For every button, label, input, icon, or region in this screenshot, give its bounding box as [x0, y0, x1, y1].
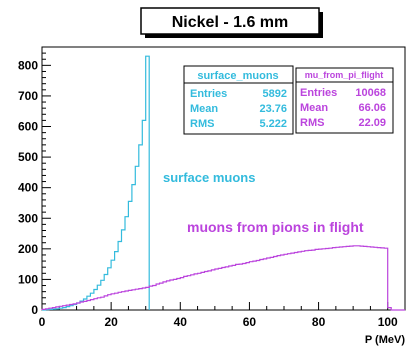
- stats-1-rms-value: 5.222: [259, 118, 287, 130]
- axes: 0 20 40 60 80 100 0 100 200 300 400 500 600 700 800: [18, 52, 406, 329]
- stats-box-2-title: mu_from_pi_flight: [305, 70, 384, 80]
- series-1-histogram: [41, 245, 405, 311]
- stats-box-mu-from-pi-flight: mu_from_pi_flight Entries 10068 Mean 66.…: [295, 67, 394, 134]
- stats-2-entries-label: Entries: [300, 87, 337, 99]
- y-tick-label: 700: [18, 89, 38, 103]
- y-tick-label: 0: [31, 303, 38, 317]
- y-tick-label: 400: [18, 181, 38, 195]
- title-box-frame: [140, 7, 320, 35]
- x-tick-label: 100: [378, 315, 398, 329]
- stats-2-rms-label: RMS: [300, 117, 324, 129]
- surface-muons-annotation: surface muons: [163, 170, 255, 185]
- x-axis-label: P (MeV): [365, 334, 405, 346]
- y-tick-label: 200: [18, 242, 38, 256]
- pions-in-flight-annotation: muons from pions in flight: [187, 219, 364, 235]
- x-tick-label: 0: [39, 315, 46, 329]
- chart-title: Nickel - 1.6 mm: [172, 14, 289, 31]
- stats-2-mean-label: Mean: [300, 102, 328, 114]
- stats-2-rms-value: 22.09: [358, 117, 386, 129]
- x-tick-label: 20: [104, 315, 118, 329]
- y-tick-label: 100: [18, 272, 38, 286]
- y-tick-label: 500: [18, 150, 38, 164]
- y-tick-label: 300: [18, 211, 38, 225]
- stats-box-1-frame: [183, 65, 294, 135]
- stats-box-1-title: surface_muons: [197, 70, 278, 82]
- series-layer: [41, 55, 405, 311]
- stats-2-entries-value: 10068: [355, 87, 386, 99]
- series-0-histogram: [42, 55, 150, 311]
- y-tick-label: 600: [18, 120, 38, 134]
- x-tick-label: 80: [312, 315, 326, 329]
- stats-1-mean-value: 23.76: [259, 103, 287, 115]
- stats-1-mean-label: Mean: [190, 103, 218, 115]
- stats-box-surface-muons: surface_muons Entries 5892 Mean 23.76 RM…: [183, 65, 294, 135]
- stats-box-2-frame: [295, 67, 394, 134]
- x-tick-label: 60: [243, 315, 257, 329]
- stats-1-entries-value: 5892: [263, 88, 287, 100]
- y-tick-label: 800: [18, 58, 38, 72]
- x-tick-label: 40: [174, 315, 188, 329]
- stats-1-entries-label: Entries: [190, 88, 227, 100]
- plot-frame: [41, 46, 406, 311]
- title-box: Nickel - 1.6 mm: [140, 7, 323, 38]
- stats-1-rms-label: RMS: [190, 118, 214, 130]
- stats-2-mean-value: 66.06: [358, 102, 386, 114]
